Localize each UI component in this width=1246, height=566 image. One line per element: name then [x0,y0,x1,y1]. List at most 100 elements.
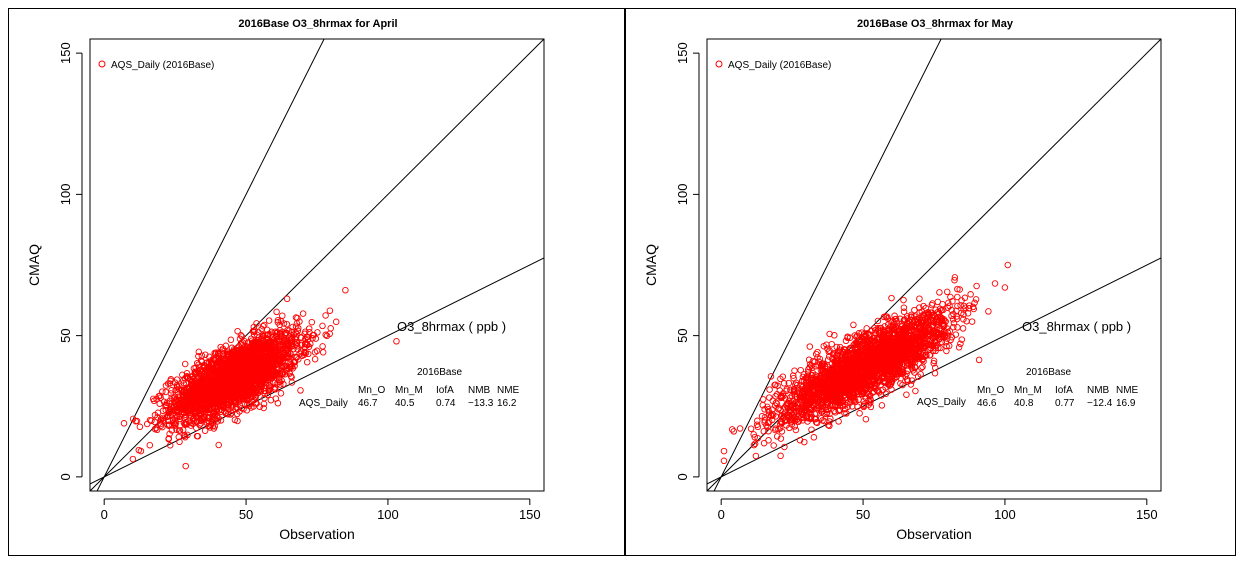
data-point [922,320,930,327]
data-point [203,419,211,427]
data-point [903,370,910,378]
reference-line [713,39,942,491]
data-point [951,274,959,281]
data-point [912,387,919,395]
data-point [797,366,804,374]
data-point [294,314,301,322]
data-point [765,427,772,435]
stats-header: IofA [436,385,454,396]
data-point [293,354,300,361]
data-point [824,391,832,399]
data-point [186,411,194,418]
data-point [166,442,174,449]
data-point [183,373,190,381]
data-point [257,348,265,356]
data-point [960,315,967,323]
data-point [326,307,334,314]
data-point [263,326,271,334]
data-point [150,397,158,405]
data-point [230,397,238,404]
data-point [217,343,224,351]
data-point [792,403,799,410]
data-point [804,397,812,404]
data-point [278,363,286,370]
data-point [206,382,213,389]
data-point [936,325,943,332]
data-point [815,372,823,380]
data-point [790,408,797,416]
data-point [176,427,184,434]
data-point [164,417,172,425]
data-point [747,425,755,432]
stats-value: 40.5 [395,398,415,409]
data-point [768,416,776,424]
data-point [259,337,266,345]
x-tick-label: 150 [519,507,541,522]
data-point [193,378,200,385]
data-point [918,364,925,372]
data-point [322,312,329,319]
data-point [244,358,251,366]
data-point [211,423,219,430]
data-point [237,362,245,370]
data-point [851,332,859,339]
data-point [826,347,833,354]
data-point [246,359,254,366]
data-point [203,359,210,367]
data-point [156,400,163,407]
data-point [930,330,937,338]
data-point [178,396,185,403]
data-point [222,409,230,416]
data-point [836,373,844,381]
data-point [843,354,850,361]
data-point [806,364,813,371]
data-point [835,347,842,355]
data-point [213,406,221,413]
data-point [172,419,180,427]
data-point [867,397,875,404]
data-point [897,380,904,387]
data-point [184,431,191,439]
data-point [206,353,213,361]
data-point [268,362,276,370]
data-point [836,343,844,351]
data-point [903,391,910,398]
data-point [291,362,298,370]
data-point [789,397,796,405]
data-point [166,397,174,405]
data-point [207,359,215,367]
stats-header: NMB [468,385,491,396]
data-point [240,346,247,354]
data-point [332,318,340,326]
data-point [720,457,728,465]
data-point [752,452,760,460]
data-point [298,341,306,348]
data-point [801,438,808,446]
data-point [314,329,321,336]
data-point [272,360,280,368]
data-point [168,387,175,394]
data-point [730,428,738,435]
data-point [279,312,286,319]
data-point [934,321,941,329]
data-point [751,433,758,441]
data-point [166,430,173,438]
data-point [765,437,772,444]
data-point [143,420,151,428]
data-point [180,432,188,440]
data-point [913,316,920,323]
data-point [167,407,174,414]
data-point [197,417,205,424]
data-point [901,324,909,331]
data-point [246,386,253,394]
data-point [181,360,189,368]
data-point [259,378,266,386]
data-point [771,426,779,434]
data-point [950,319,958,327]
data-point [777,406,784,414]
data-point [846,345,854,352]
data-point [233,374,241,381]
data-point [193,399,201,407]
data-point [831,332,838,339]
data-point [874,317,882,325]
